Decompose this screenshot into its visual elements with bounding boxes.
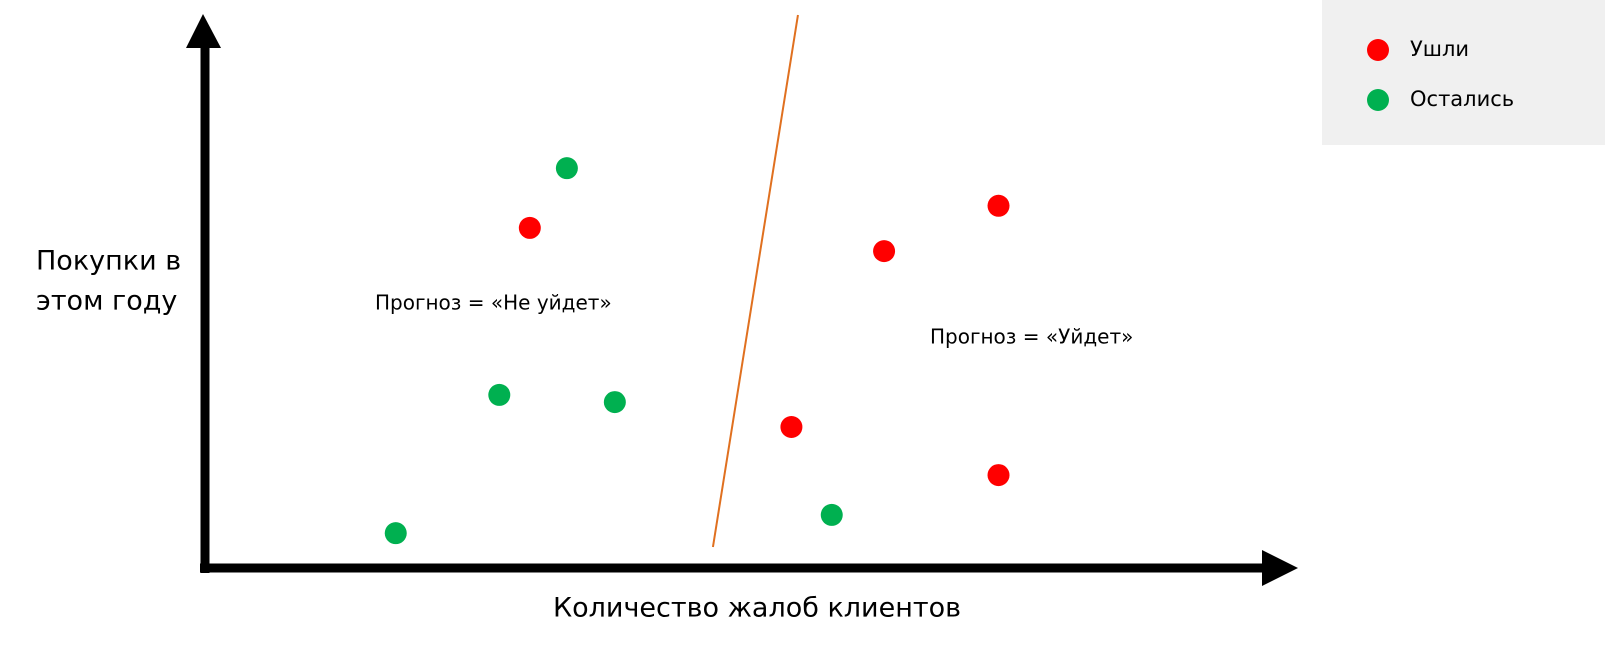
point	[603, 391, 626, 414]
point	[780, 415, 803, 438]
point	[873, 240, 896, 263]
legend-marker	[1367, 39, 1389, 61]
y-axis-label: этом году	[36, 286, 177, 317]
x-axis-arrow	[1262, 550, 1298, 586]
x-axis-label: Количество жалоб клиентов	[553, 593, 961, 624]
point	[987, 194, 1010, 217]
point	[555, 157, 578, 180]
legend-box	[1322, 0, 1605, 145]
y-axis-label: Покупки в	[36, 246, 181, 277]
legend-marker	[1367, 89, 1389, 111]
annotation: Прогноз = «Уйдет»	[930, 325, 1133, 349]
point	[384, 522, 407, 545]
annotation: Прогноз = «Не уйдет»	[375, 291, 612, 315]
point	[518, 216, 541, 239]
legend-label: Остались	[1410, 87, 1514, 111]
point	[488, 383, 511, 406]
point	[820, 503, 843, 526]
decision-boundary	[711, 14, 799, 548]
legend-label: Ушли	[1410, 37, 1469, 61]
point	[987, 464, 1010, 487]
y-axis-arrow	[186, 14, 221, 48]
